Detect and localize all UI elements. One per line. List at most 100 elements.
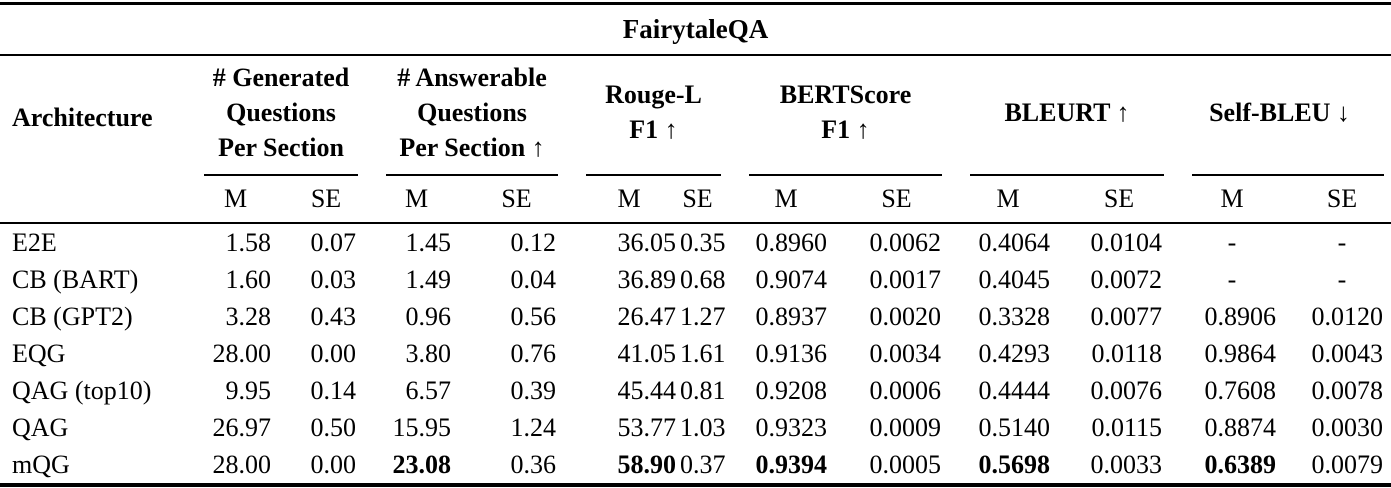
subheader-m: M [382,176,477,224]
cell-value: 0.0120 [1311,302,1384,331]
cell-value: 0.0076 [1090,376,1163,405]
cell-value: - [1337,265,1347,294]
subheader-se: SE [680,176,745,224]
cell-value: 0.5140 [978,413,1051,442]
cell-value: 1.49 [405,265,452,294]
subheader-m: M [966,176,1076,224]
cell-value: 0.37 [680,450,726,479]
subheader-se: SE [296,176,382,224]
group-underline [204,174,358,176]
cell-value: 0.0009 [869,413,942,442]
cell-value: 0.76 [510,339,557,368]
cell-value: 0.0115 [1091,413,1162,442]
column-group-rouge-l-f1: Rouge-L F1 ↑ [605,80,702,144]
table-row: E2E 1.58 0.07 1.45 0.12 36.05 0.35 0.8960 0.0062… [0,223,1391,261]
cell-value: 0.07 [310,228,357,257]
cell-value: 36.05 [617,228,677,257]
cell-value: 0.0077 [1090,302,1163,331]
cell-value: 0.0033 [1090,450,1163,479]
cell-value: 58.90 [617,450,677,479]
cell-value: 0.0043 [1311,339,1384,368]
cell-value: 1.61 [680,339,726,368]
cell-value: 0.00 [310,339,357,368]
cell-value: 1.45 [405,228,452,257]
subheader-m: M [582,176,680,224]
subheader-m: M [200,176,296,224]
cell-value: 1.24 [510,413,557,442]
cell-value: 15.95 [392,413,452,442]
cell-value: 26.47 [617,302,677,331]
subheader-m: M [745,176,852,224]
subheader-m: M [1188,176,1301,224]
cell-value: 45.44 [617,376,677,405]
cell-value: 0.14 [310,376,357,405]
cell-value: 0.0104 [1090,228,1163,257]
cell-architecture: QAG (top10) [12,376,152,405]
cell-value: 0.9208 [755,376,828,405]
cell-value: 28.00 [212,339,272,368]
cell-value: 0.4064 [978,228,1051,257]
cell-value: 0.9136 [755,339,828,368]
cell-value: 0.00 [310,450,357,479]
group-underline [1192,174,1385,176]
cell-value: 0.12 [510,228,557,257]
cell-value: 0.03 [310,265,357,294]
subheader-se: SE [1301,176,1391,224]
cell-value: 0.35 [680,228,726,257]
group-underline [749,174,942,176]
cell-value: 0.81 [680,376,726,405]
cell-value: 3.80 [405,339,452,368]
cell-value: 0.9394 [755,450,828,479]
cell-architecture: EQG [12,339,66,368]
cell-value: 0.9074 [755,265,828,294]
group-underline [386,174,558,176]
column-group-bertscore-f1: BERTScore F1 ↑ [779,80,912,144]
cell-value: 0.0034 [869,339,942,368]
group-underline [970,174,1164,176]
table-row: CB (BART) 1.60 0.03 1.49 0.04 36.89 0.68 0.9074… [0,261,1391,298]
cell-value: 0.04 [510,265,557,294]
table-row: QAG 26.97 0.50 15.95 1.24 53.77 1.03 0.9323 0.00… [0,409,1391,446]
table-body: E2E 1.58 0.07 1.45 0.12 36.05 0.35 0.8960 0.0062… [0,223,1391,485]
column-group-self-bleu: Self-BLEU ↓ [1209,97,1350,127]
cell-value: 1.58 [225,228,272,257]
cell-value: 0.0006 [869,376,942,405]
cell-value: 26.97 [212,413,272,442]
cell-value: 53.77 [617,413,677,442]
cell-value: 9.95 [225,376,272,405]
cell-value: 0.0020 [869,302,942,331]
column-group-header-row: Architecture # Generated Questions Per S… [0,55,1391,224]
subheader-se: SE [852,176,966,224]
cell-architecture: CB (BART) [12,265,139,294]
cell-value: 28.00 [212,450,272,479]
cell-value: 23.08 [392,450,452,479]
cell-architecture: E2E [12,228,57,257]
subheader-se: SE [477,176,582,224]
cell-value: 0.96 [405,302,452,331]
cell-value: 0.8937 [755,302,828,331]
cell-value: 0.50 [310,413,357,442]
column-group-generated-questions: # Generated Questions Per Section [212,62,350,162]
cell-architecture: mQG [12,450,70,479]
cell-value: 0.36 [510,450,557,479]
cell-value: 0.43 [310,302,357,331]
cell-value: 0.0079 [1311,450,1384,479]
cell-value: 0.8906 [1204,302,1277,331]
table-row: EQG 28.00 0.00 3.80 0.76 41.05 1.61 0.9136 0.003… [0,335,1391,372]
subheader-se: SE [1076,176,1188,224]
table-title: FairytaleQA [0,3,1391,56]
subheader-row: M SE M SE M SE M SE M SE M SE [0,176,1391,224]
cell-value: 0.9864 [1204,339,1277,368]
cell-value: 0.4293 [978,339,1051,368]
column-group-bleurt: BLEURT ↑ [1004,97,1130,127]
cell-value: 0.4045 [978,265,1051,294]
cell-value: 41.05 [617,339,677,368]
cell-value: 0.6389 [1204,450,1277,479]
cell-value: 0.7608 [1204,376,1277,405]
cell-architecture: QAG [12,413,69,442]
cell-value: 6.57 [405,376,452,405]
cell-architecture: CB (GPT2) [12,302,133,331]
cell-value: 0.0017 [869,265,942,294]
